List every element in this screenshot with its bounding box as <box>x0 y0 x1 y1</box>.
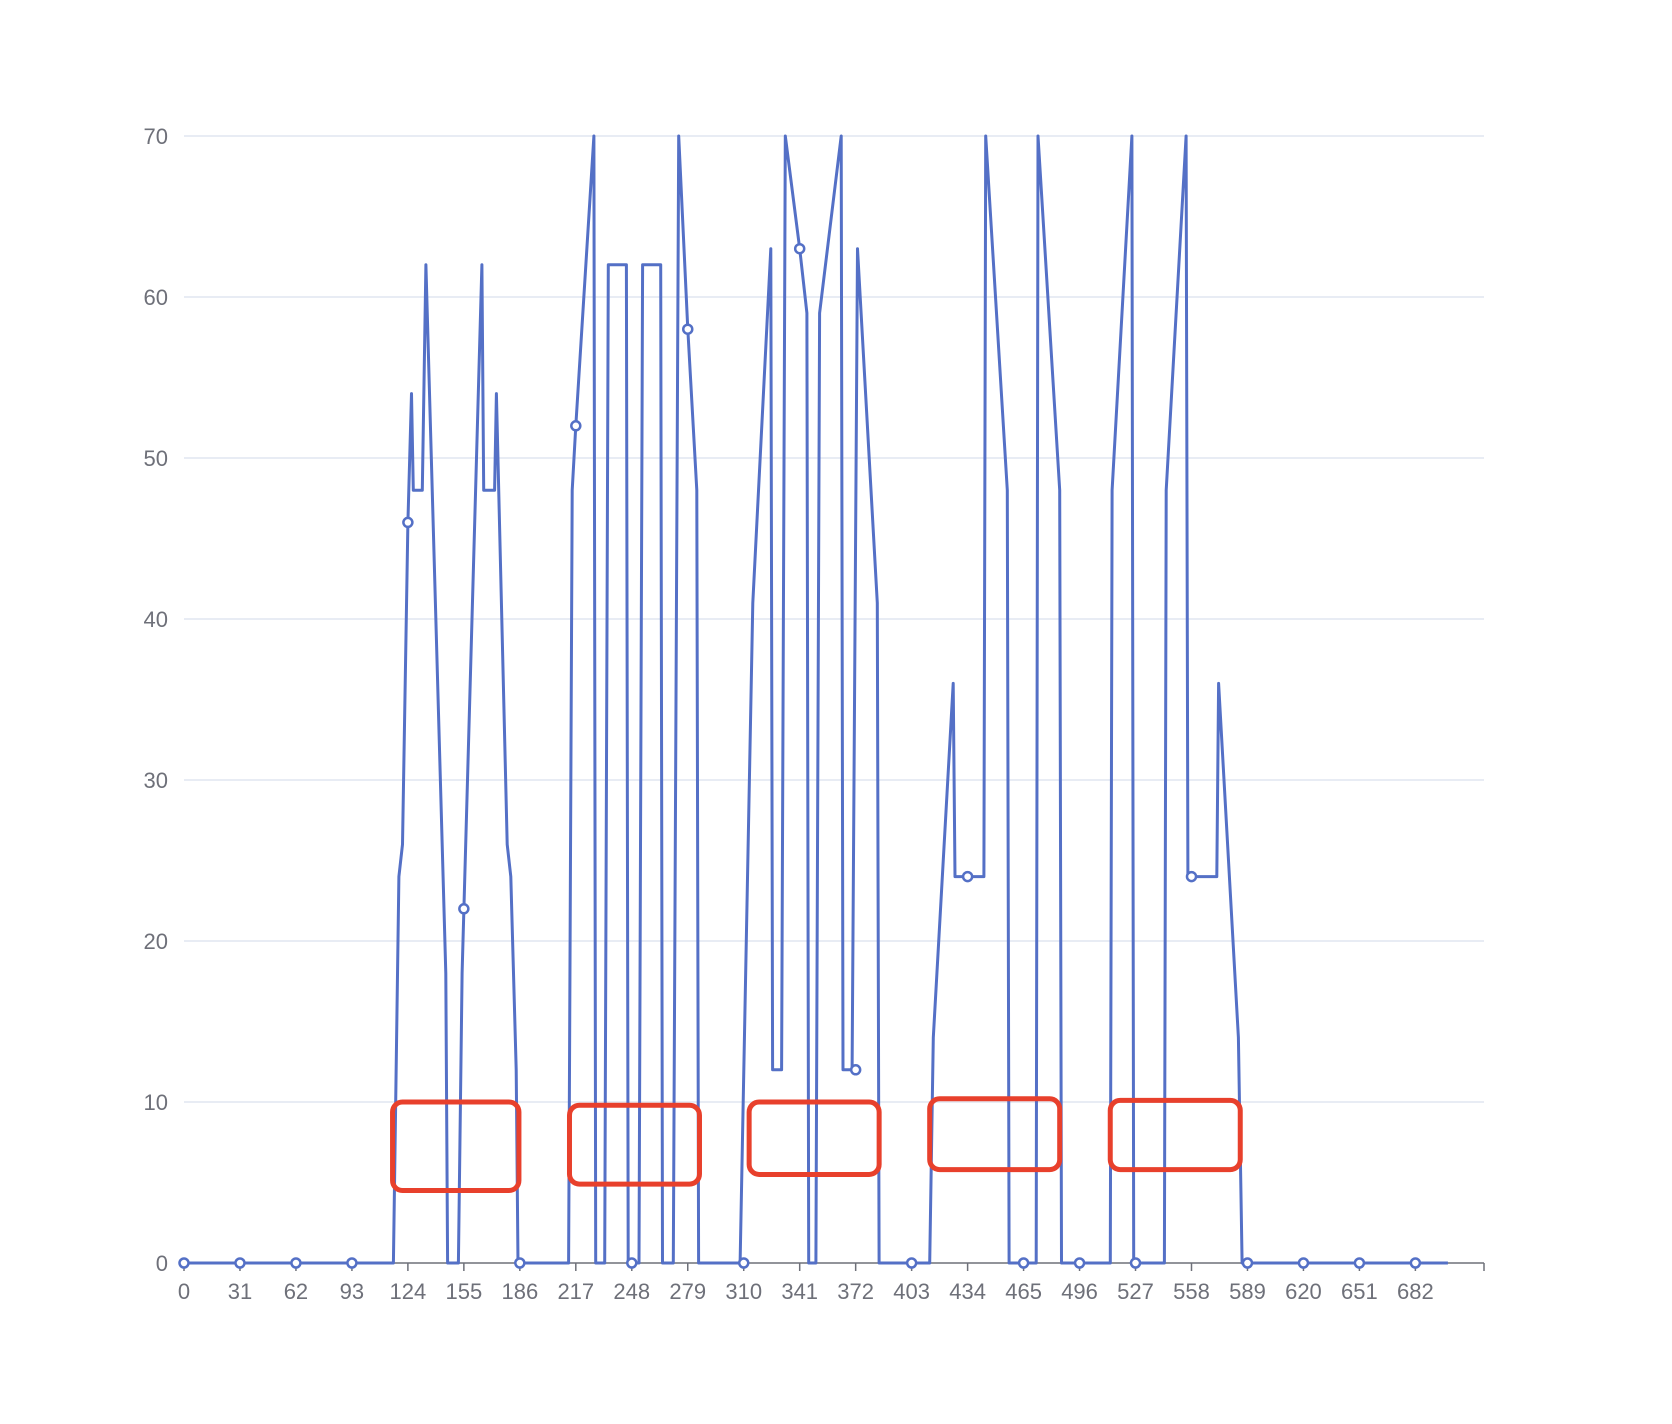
data-point[interactable] <box>793 242 806 255</box>
series-group <box>184 134 1448 1265</box>
data-point[interactable] <box>1297 1257 1310 1269</box>
y-axis-labels: 0 10 20 30 40 50 60 70 <box>144 124 168 1276</box>
highlight-box-1 <box>390 1099 522 1194</box>
data-point[interactable] <box>458 903 470 915</box>
data-point[interactable] <box>1409 1257 1422 1269</box>
x-tick-label: 279 <box>669 1279 706 1304</box>
data-point[interactable] <box>1073 1257 1086 1269</box>
data-point[interactable] <box>402 516 414 529</box>
x-tick-label: 403 <box>893 1279 930 1304</box>
x-tick-label: 124 <box>390 1279 427 1304</box>
data-point[interactable] <box>178 1257 190 1269</box>
data-point[interactable] <box>626 1257 638 1269</box>
data-point[interactable] <box>1353 1257 1366 1269</box>
y-tick-label: 50 <box>144 446 168 471</box>
x-tick-label: 186 <box>501 1279 538 1304</box>
highlight-box-2 <box>566 1102 702 1187</box>
data-point[interactable] <box>1017 1257 1030 1269</box>
x-tick-label: 217 <box>557 1279 594 1304</box>
x-tick-label: 0 <box>178 1279 190 1304</box>
x-tick-label: 310 <box>725 1279 762 1304</box>
x-tick-label: 248 <box>613 1279 650 1304</box>
x-tick-label: 93 <box>340 1279 364 1304</box>
data-point[interactable] <box>961 870 974 883</box>
x-tick-label: 155 <box>446 1279 483 1304</box>
y-tick-label: 70 <box>144 124 168 149</box>
x-tick-label: 31 <box>228 1279 252 1304</box>
data-point[interactable] <box>290 1257 302 1269</box>
x-tick-label: 558 <box>1173 1279 1210 1304</box>
y-tick-label: 0 <box>156 1251 168 1276</box>
data-point[interactable] <box>234 1257 246 1269</box>
data-point[interactable] <box>849 1064 862 1076</box>
x-tick-label: 62 <box>284 1279 308 1304</box>
x-tick-label: 496 <box>1061 1279 1098 1304</box>
series-line <box>184 134 1448 1265</box>
highlight-box-4 <box>927 1096 1063 1173</box>
x-tick-label: 465 <box>1005 1279 1042 1304</box>
x-axis: 0 31 62 93 124 155 186 217 248 279 310 341 372 403 434… <box>178 1262 1485 1304</box>
x-tick-label: 589 <box>1229 1279 1266 1304</box>
data-point[interactable] <box>514 1257 526 1269</box>
data-point[interactable] <box>682 323 694 335</box>
grid-lines <box>184 135 1484 1103</box>
data-point[interactable] <box>1129 1257 1142 1269</box>
highlight-box-5 <box>1107 1097 1243 1173</box>
data-point[interactable] <box>1185 870 1198 883</box>
x-tick-label: 434 <box>949 1279 986 1304</box>
y-tick-label: 20 <box>144 929 168 954</box>
y-tick-label: 40 <box>144 607 168 632</box>
x-tick-label: 651 <box>1341 1279 1378 1304</box>
x-tick-label: 682 <box>1397 1279 1434 1304</box>
y-tick-label: 30 <box>144 768 168 793</box>
data-point[interactable] <box>346 1257 358 1269</box>
data-point[interactable] <box>570 420 582 432</box>
x-tick-label: 527 <box>1117 1279 1154 1304</box>
x-tick-label: 620 <box>1285 1279 1322 1304</box>
y-tick-label: 10 <box>144 1090 168 1115</box>
highlight-box-3 <box>746 1099 882 1177</box>
data-point[interactable] <box>905 1257 918 1269</box>
series-markers <box>178 242 1422 1269</box>
y-tick-label: 60 <box>144 285 168 310</box>
data-point[interactable] <box>1241 1257 1254 1269</box>
x-tick-label: 372 <box>837 1279 874 1304</box>
data-point[interactable] <box>737 1257 750 1269</box>
x-tick-label: 341 <box>781 1279 818 1304</box>
highlight-boxes <box>390 1096 1243 1194</box>
